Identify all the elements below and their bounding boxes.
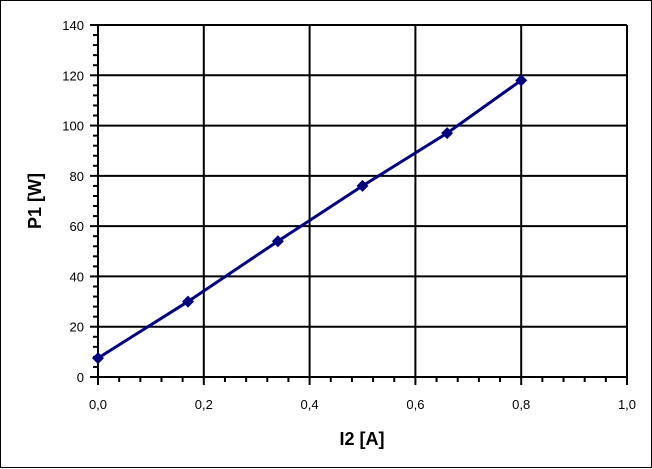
y-axis-label: P1 [W]: [25, 173, 45, 229]
tick-labels: 0,0 0,2 0,4 0,6 0,8 1,0 0 20 40 60 80 100 120 140: [62, 18, 636, 412]
y-tick-label: 120: [62, 68, 84, 83]
data-point-marker: [181, 295, 194, 308]
y-tick-label: 60: [70, 219, 84, 234]
series-line: [97, 79, 523, 360]
y-tick-label: 20: [70, 320, 84, 335]
x-tick-label: 0,0: [89, 397, 107, 412]
data-point-marker: [441, 127, 454, 140]
x-tick-label: 0,2: [195, 397, 213, 412]
y-tick-label: 100: [62, 119, 84, 134]
axis-ticks: [90, 24, 628, 385]
x-tick-label: 0,8: [512, 397, 530, 412]
data-point-marker: [271, 235, 284, 248]
y-tick-label: 80: [70, 169, 84, 184]
y-tick-label: 0: [77, 370, 84, 385]
x-tick-label: 0,4: [301, 397, 319, 412]
x-tick-label: 1,0: [618, 397, 636, 412]
grid: [97, 24, 628, 378]
y-tick-label: 40: [70, 269, 84, 284]
y-tick-label: 140: [62, 18, 84, 33]
data-point-marker: [92, 352, 104, 365]
x-axis-label: I2 [A]: [340, 429, 385, 449]
data-point-marker: [356, 179, 369, 192]
x-tick-label: 0,6: [406, 397, 424, 412]
data-point-marker: [515, 74, 528, 87]
series: [92, 74, 528, 365]
